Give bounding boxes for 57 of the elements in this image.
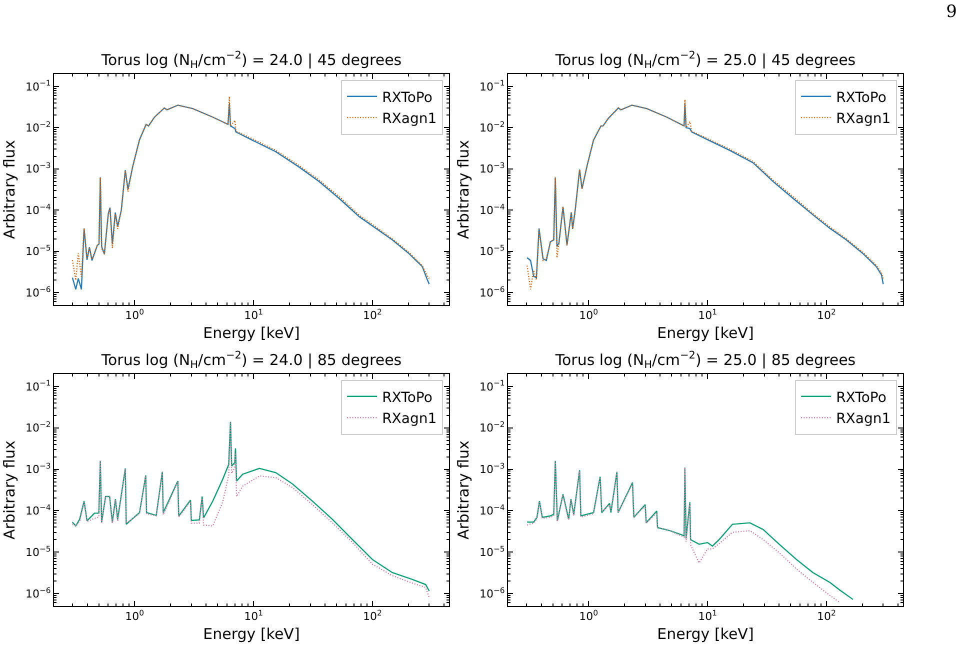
- chart-title: Torus log (N$_{H}$/cm$^{−2}$) = 25.0 | 45 degrees: [554, 50, 856, 72]
- y-tick-label: 10$^{−5}$: [25, 244, 51, 258]
- y-axis-title: Arbitrary flux: [0, 440, 19, 540]
- y-axis-title: Arbitrary flux: [454, 440, 473, 540]
- x-tick-label: 10$^{1}$: [698, 308, 718, 322]
- x-tick-label: 10$^{1}$: [698, 608, 718, 624]
- legend-label: RXagn1: [382, 411, 437, 428]
- y-tick-label: 10$^{−4}$: [479, 202, 505, 217]
- x-tick-label: 10$^{0}$: [125, 308, 144, 322]
- y-tick-label: 10$^{−1}$: [479, 378, 505, 394]
- x-tick-label: 10$^{0}$: [579, 308, 598, 322]
- x-tick-label: 10$^{0}$: [125, 608, 144, 624]
- chart-title: Torus log (N$_{H}$/cm$^{−2}$) = 24.0 | 85 degrees: [100, 350, 402, 372]
- y-axis-title: Arbitrary flux: [0, 140, 19, 240]
- y-tick-label: 10$^{−3}$: [479, 462, 505, 476]
- y-tick-label: 10$^{−6}$: [25, 284, 51, 300]
- y-tick-label: 10$^{−4}$: [25, 202, 51, 217]
- y-tick-label: 10$^{−1}$: [25, 78, 51, 94]
- y-axis-title: Arbitrary flux: [454, 140, 473, 240]
- x-tick-label: 10$^{2}$: [363, 608, 382, 624]
- y-tick-label: 10$^{−2}$: [25, 420, 51, 435]
- y-tick-label: 10$^{−4}$: [25, 502, 51, 518]
- x-tick-label: 10$^{1}$: [244, 608, 264, 624]
- legend-label: RXToPo: [382, 390, 432, 406]
- y-tick-label: 10$^{−5}$: [479, 244, 505, 258]
- x-tick-label: 10$^{2}$: [363, 308, 382, 322]
- legend-label: RXToPo: [836, 390, 886, 406]
- legend-label: RXagn1: [382, 111, 437, 128]
- y-tick-label: 10$^{−1}$: [25, 378, 51, 394]
- y-tick-label: 10$^{−3}$: [479, 161, 505, 176]
- y-tick-label: 10$^{−2}$: [479, 420, 505, 435]
- x-axis-title: Energy [keV]: [203, 625, 300, 644]
- y-tick-label: 10$^{−1}$: [479, 78, 505, 94]
- legend-label: RXToPo: [382, 90, 432, 106]
- x-tick-label: 10$^{2}$: [817, 608, 836, 624]
- y-tick-label: 10$^{−2}$: [479, 120, 505, 134]
- y-tick-label: 10$^{−6}$: [479, 586, 505, 600]
- x-axis-title: Energy [keV]: [657, 625, 754, 644]
- y-tick-label: 10$^{−3}$: [25, 161, 51, 176]
- x-tick-label: 10$^{1}$: [244, 308, 264, 322]
- chart-title: Torus log (N$_{H}$/cm$^{−2}$) = 25.0 | 85 degrees: [554, 350, 856, 372]
- y-tick-label: 10$^{−5}$: [25, 544, 51, 559]
- legend-label: RXToPo: [836, 90, 886, 106]
- y-tick-label: 10$^{−3}$: [25, 462, 51, 476]
- y-tick-label: 10$^{−2}$: [25, 120, 51, 134]
- y-tick-label: 10$^{−4}$: [479, 502, 505, 518]
- legend-label: RXagn1: [836, 411, 891, 428]
- y-tick-label: 10$^{−5}$: [479, 544, 505, 559]
- text: 9: [946, 2, 957, 22]
- x-tick-label: 10$^{2}$: [817, 308, 836, 322]
- x-tick-label: 10$^{0}$: [579, 608, 598, 624]
- x-axis-title: Energy [keV]: [203, 324, 300, 342]
- y-tick-label: 10$^{−6}$: [479, 284, 505, 300]
- y-tick-label: 10$^{−6}$: [25, 586, 51, 600]
- chart-title: Torus log (N$_{H}$/cm$^{−2}$) = 24.0 | 45 degrees: [100, 50, 402, 72]
- legend-label: RXagn1: [836, 111, 891, 128]
- x-axis-title: Energy [keV]: [657, 324, 754, 342]
